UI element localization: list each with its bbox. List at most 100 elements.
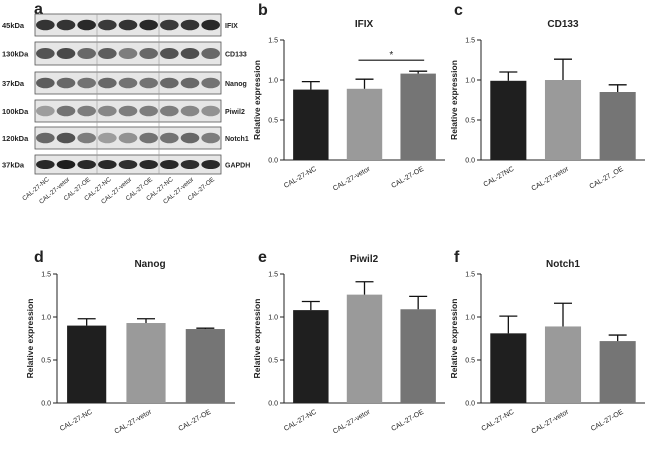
protein-label: IFIX xyxy=(225,23,238,30)
protein-label: Piwil2 xyxy=(225,109,245,116)
y-tick-label: 0.0 xyxy=(268,401,278,408)
chart-title: Piwil2 xyxy=(350,254,379,265)
blot-row-gapdh: 37kDa GAPDH xyxy=(2,154,250,175)
y-axis-label: Relative expression xyxy=(449,299,459,379)
bar-cal-27-vetor xyxy=(126,323,166,403)
y-tick-label: 1.5 xyxy=(465,272,475,279)
western-blot-panel: a 45kDa IFIX 130kDa CD133 37kDa Nanog 100kDa Pi… xyxy=(2,1,250,206)
y-tick-label: 1.0 xyxy=(465,78,475,85)
y-tick-label: 1.0 xyxy=(268,78,278,85)
blot-band xyxy=(36,105,55,117)
blot-band xyxy=(77,105,96,117)
panel-letter-a: a xyxy=(34,1,43,18)
blot-band xyxy=(98,105,117,117)
protein-label: Notch1 xyxy=(225,136,249,143)
blot-band xyxy=(201,77,220,89)
significance-marker: * xyxy=(389,50,393,61)
blot-band xyxy=(56,105,76,117)
blot-strip xyxy=(34,126,222,150)
panel-letter-f: f xyxy=(454,249,460,266)
bar-cal-27-vetor xyxy=(346,294,383,403)
y-tick-label: 0.0 xyxy=(465,158,475,165)
y-tick-label: 0.5 xyxy=(268,118,278,125)
molecular-weight-label: 37kDa xyxy=(2,161,25,170)
y-tick-label: 1.5 xyxy=(268,272,278,279)
blot-band xyxy=(139,132,158,144)
bar-cal-27-nc xyxy=(67,325,107,403)
blot-band xyxy=(160,47,179,60)
chart-panel-f: f Notch1 Relative expression 0.0 0.5 1.0 1.5 CA… xyxy=(449,249,645,436)
blot-band xyxy=(118,47,138,60)
bar-cal-27-vetor xyxy=(346,88,383,160)
chart-title: CD133 xyxy=(547,19,579,30)
y-tick-label: 0.5 xyxy=(465,358,475,365)
blot-band xyxy=(36,132,55,144)
blot-band xyxy=(180,159,200,170)
x-category-label: CAL-27-vetor xyxy=(530,165,570,192)
y-axis-label: Relative expression xyxy=(252,60,262,140)
x-category-label: CAL-27-vetor xyxy=(332,165,372,192)
x-category-label: CAL-27-NC xyxy=(480,409,515,433)
bar-cal-27-vetor xyxy=(544,80,582,160)
x-category-label: CAL-27-vetor xyxy=(530,408,570,435)
chart-panel-e: e Piwil2 Relative expression 0.0 0.5 1.0 1.5 CA… xyxy=(252,249,445,436)
blot-band xyxy=(36,77,55,89)
blot-band xyxy=(98,47,117,60)
y-tick-label: 1.5 xyxy=(268,38,278,45)
y-tick-label: 1.0 xyxy=(41,315,51,322)
chart-title: Nanog xyxy=(134,259,165,270)
bar-cal-27-nc xyxy=(293,89,329,160)
blot-band xyxy=(118,159,138,170)
blot-band xyxy=(160,105,179,117)
blot-band xyxy=(98,19,117,31)
blot-row-piwil2: 100kDa Piwil2 xyxy=(2,99,245,123)
blot-band xyxy=(139,19,158,31)
blot-band xyxy=(180,105,200,117)
x-category-label: CAL-27-OE xyxy=(590,409,625,433)
y-tick-label: 0.5 xyxy=(268,358,278,365)
blot-band xyxy=(160,19,179,31)
blot-band xyxy=(118,19,138,31)
panel-letter-e: e xyxy=(258,249,267,266)
blot-band xyxy=(201,132,220,144)
blot-row-ifix: 45kDa IFIX xyxy=(2,13,238,37)
blot-band xyxy=(56,77,76,89)
blot-band xyxy=(160,159,179,170)
protein-label: CD133 xyxy=(225,52,247,59)
bar-cal-27nc xyxy=(490,80,527,160)
blot-band xyxy=(77,159,96,170)
blot-band xyxy=(139,105,158,117)
blot-band xyxy=(36,47,55,60)
x-category-label: CAL-27NC xyxy=(483,166,516,189)
blot-band xyxy=(201,159,220,170)
blot-row-notch1: 120kDa Notch1 xyxy=(2,126,249,150)
molecular-weight-label: 130kDa xyxy=(2,50,29,59)
blot-band xyxy=(139,47,158,60)
blot-band xyxy=(56,159,76,170)
blot-band xyxy=(56,19,76,31)
molecular-weight-label: 120kDa xyxy=(2,134,29,143)
molecular-weight-label: 45kDa xyxy=(2,21,25,30)
y-axis-label: Relative expression xyxy=(449,60,459,140)
bar-cal-27-oe xyxy=(599,341,636,403)
x-category-label: CAL-27-vetor xyxy=(113,408,153,435)
blot-band xyxy=(77,132,96,144)
blot-band xyxy=(180,132,200,144)
blot-band xyxy=(160,132,179,144)
y-axis-label: Relative expression xyxy=(25,299,35,379)
y-tick-label: 0.0 xyxy=(41,401,51,408)
molecular-weight-label: 100kDa xyxy=(2,107,29,116)
blot-band xyxy=(201,19,220,31)
protein-label: GAPDH xyxy=(225,163,250,170)
blot-band xyxy=(98,77,117,89)
blot-band xyxy=(180,77,200,89)
x-category-label: CAL-27-NC xyxy=(283,409,318,433)
protein-label: Nanog xyxy=(225,81,247,88)
blot-band xyxy=(139,159,158,170)
x-category-label: CAL-27-NC xyxy=(59,409,94,433)
y-tick-label: 0.0 xyxy=(465,401,475,408)
chart-title: Notch1 xyxy=(546,259,580,270)
blot-band xyxy=(36,19,55,31)
blot-row-nanog: 37kDa Nanog xyxy=(2,71,247,95)
bar-cal-27-oe xyxy=(400,309,436,403)
